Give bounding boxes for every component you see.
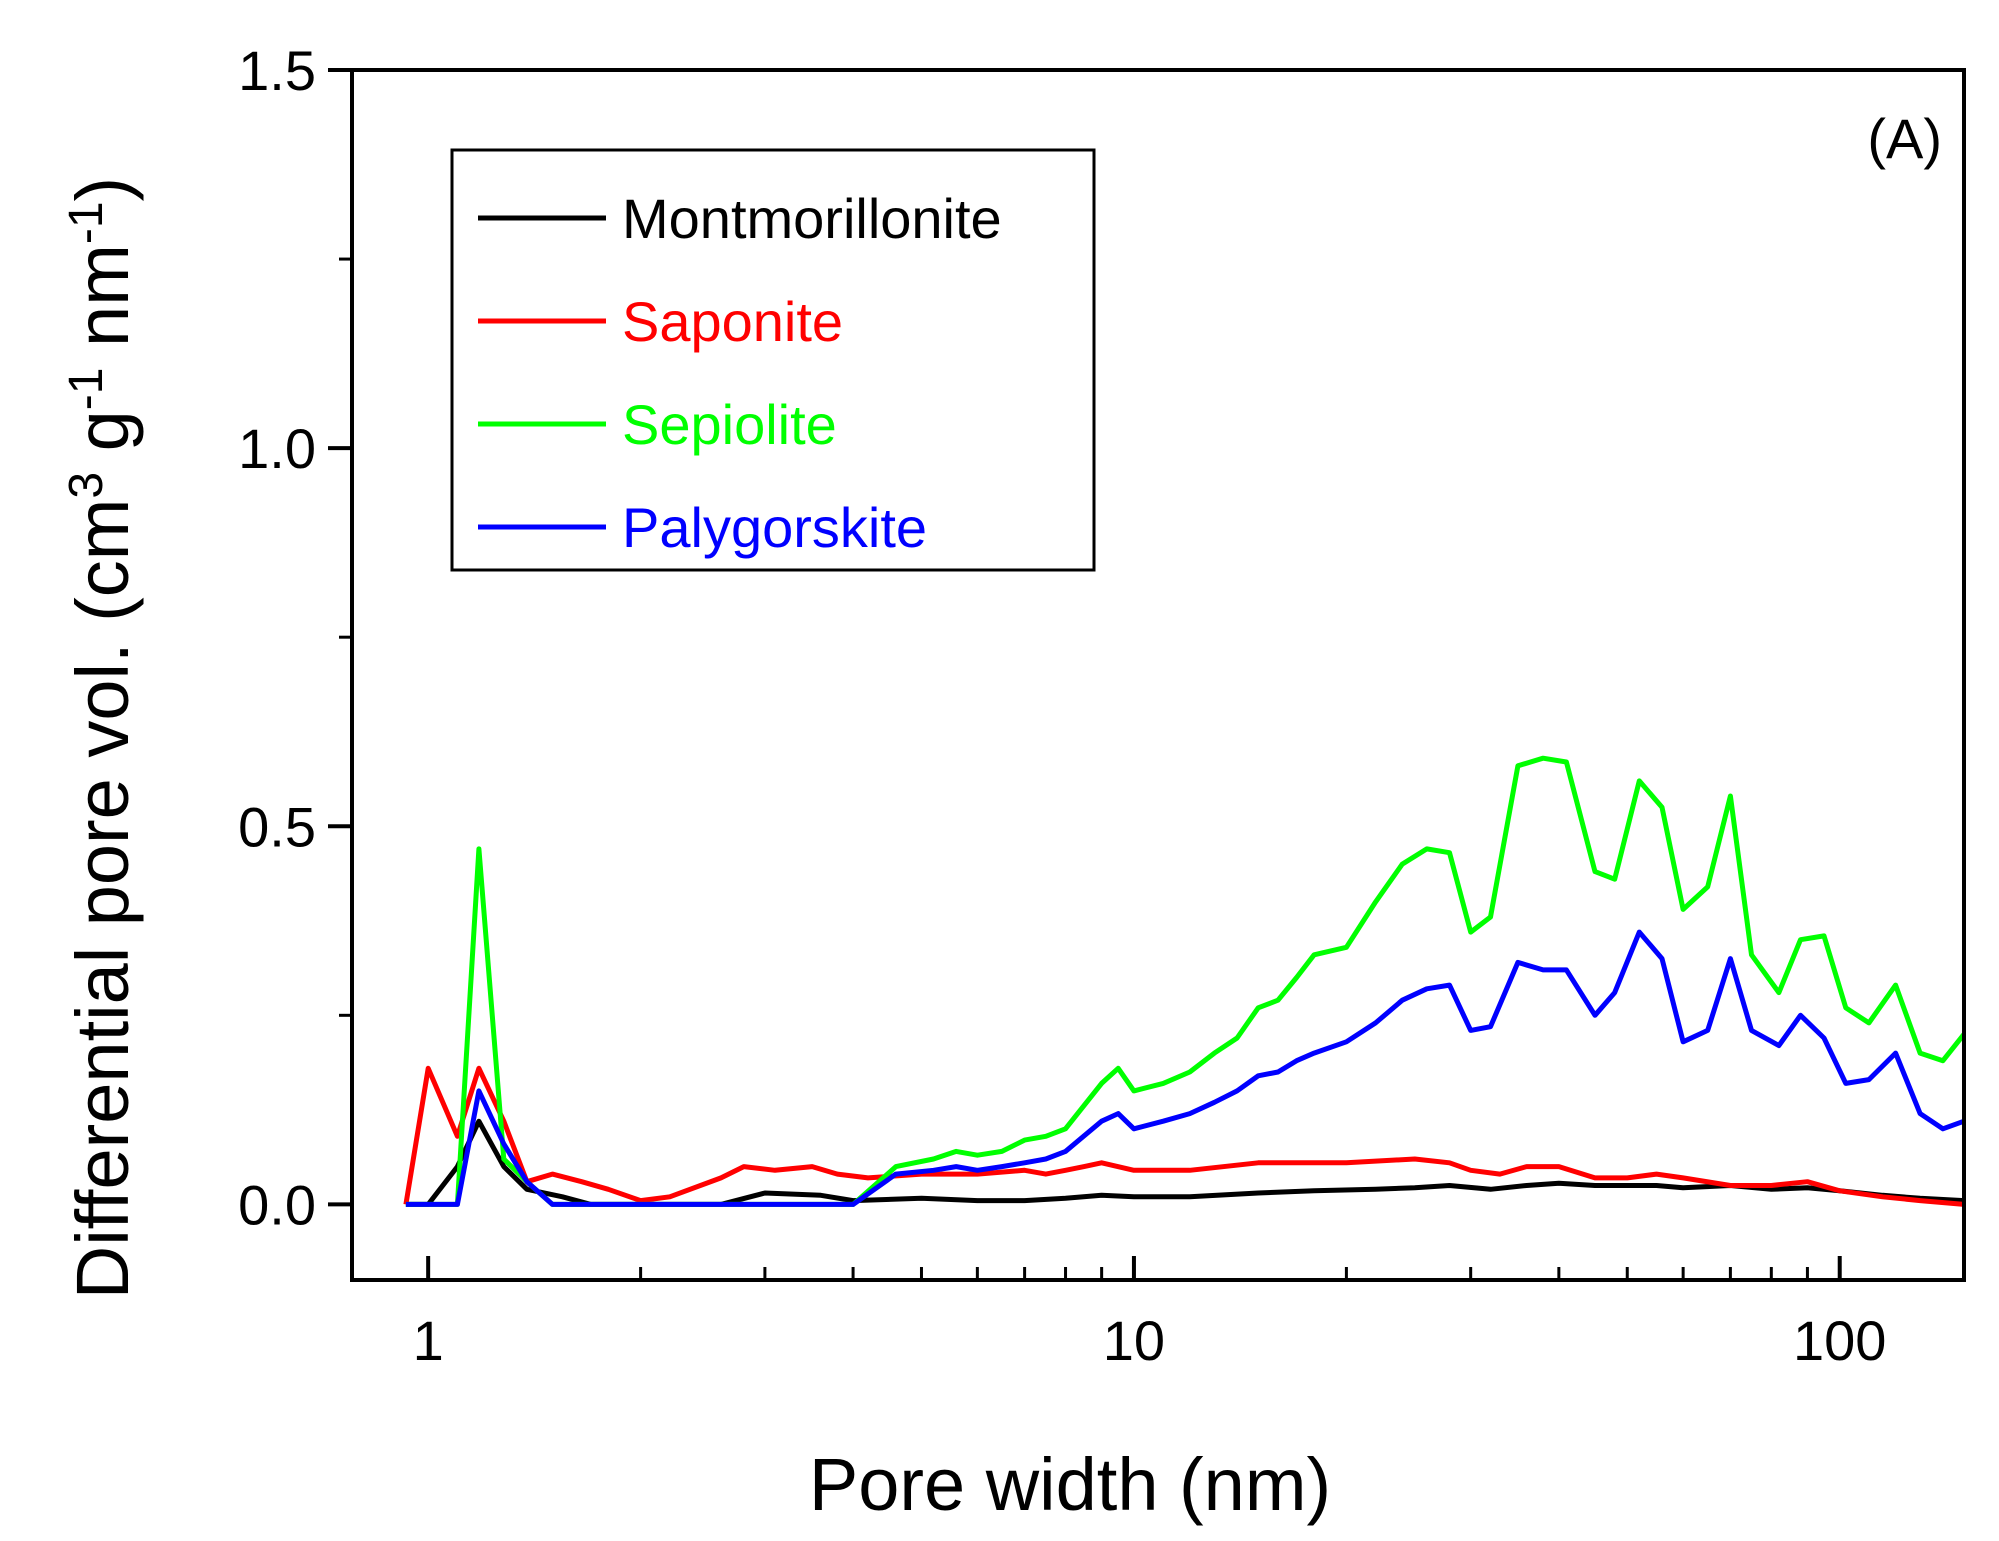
y-tick-label: 0.0	[238, 1173, 316, 1236]
y-axis-title: Differential pore vol. (cm3 g-1 nm-1)	[60, 177, 145, 1299]
legend-label-sepiolite: Sepiolite	[622, 393, 837, 456]
series-line-montmorillonite	[405, 1118, 1965, 1207]
y-axis-title-end: )	[61, 177, 144, 202]
y-axis-title-sup1: 3	[60, 472, 113, 499]
annotation-label: (A)	[1867, 107, 1942, 170]
legend-label-montmorillonite: Montmorillonite	[622, 187, 1002, 250]
series-line-palygorskite	[405, 929, 1965, 1207]
x-tick-label: 10	[1103, 1309, 1165, 1372]
series-layer	[403, 755, 1966, 1207]
x-axis-title: Pore width (nm)	[809, 1443, 1331, 1526]
x-tick-label: 1	[413, 1309, 444, 1372]
y-tick-label: 1.0	[238, 417, 316, 480]
legend-label-saponite: Saponite	[622, 290, 843, 353]
y-axis-title-main: Differential pore vol. (cm	[61, 499, 144, 1300]
legend-label-palygorskite: Palygorskite	[622, 496, 927, 559]
y-axis-title-sup2: -1	[60, 367, 113, 410]
legend: Montmorillonite Saponite Sepiolite Palygors…	[450, 148, 1096, 572]
series-line-saponite	[403, 1065, 1965, 1207]
axis-layer: 1 10 100 0.0 0.5 1.0 1.5	[238, 39, 1886, 1372]
y-axis-title-mid: g	[61, 410, 144, 472]
y-axis-title-mid2: nm	[61, 244, 144, 367]
series-line-sepiolite	[405, 755, 1966, 1207]
plot-frame	[350, 68, 1966, 1282]
y-axis-title-sup3: -1	[60, 201, 113, 244]
x-tick-label: 100	[1793, 1309, 1886, 1372]
y-tick-label: 1.5	[238, 39, 316, 102]
y-tick-label: 0.5	[238, 795, 316, 858]
